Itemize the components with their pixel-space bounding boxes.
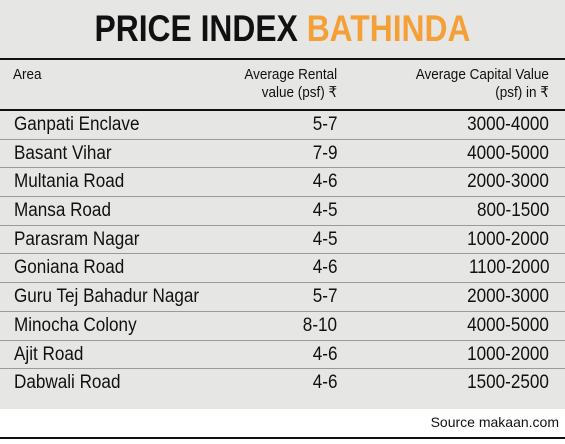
cell-rental: 4-6 bbox=[312, 257, 337, 279]
cell-area: Goniana Road bbox=[14, 257, 125, 279]
table-row: Ajit Road 4-6 1000-2000 bbox=[0, 341, 565, 370]
cell-capital: 2000-3000 bbox=[467, 171, 549, 193]
table-row: Dabwali Road 4-6 1500-2500 bbox=[0, 369, 565, 398]
page-title: PRICE INDEX BATHINDA bbox=[40, 0, 526, 58]
cell-area: Guru Tej Bahadur Nagar bbox=[14, 286, 200, 308]
cell-capital: 3000-4000 bbox=[467, 114, 549, 135]
cell-area: Minocha Colony bbox=[14, 314, 137, 336]
cell-area: Basant Vihar bbox=[14, 142, 112, 164]
table-row: Multania Road 4-6 2000-3000 bbox=[0, 168, 565, 197]
cell-rental: 4-5 bbox=[312, 200, 337, 222]
cell-rental: 4-5 bbox=[312, 228, 337, 250]
table-row: Parasram Nagar 4-5 1000-2000 bbox=[0, 226, 565, 255]
cell-rental: 7-9 bbox=[312, 142, 337, 164]
title-main: PRICE INDEX bbox=[94, 8, 298, 49]
table-body: Ganpati Enclave 5-7 3000-4000 Basant Vih… bbox=[0, 111, 565, 398]
cell-capital: 1100-2000 bbox=[468, 257, 549, 279]
bottom-divider bbox=[0, 437, 565, 439]
price-index-panel: PRICE INDEX BATHINDA Area Average Rental… bbox=[0, 0, 565, 409]
cell-area: Multania Road bbox=[14, 171, 125, 193]
cell-capital: 4000-5000 bbox=[467, 314, 549, 336]
source-credit: Source makaan.com bbox=[430, 414, 559, 430]
table-row: Minocha Colony 8-10 4000-5000 bbox=[0, 312, 565, 341]
header-divider bbox=[0, 109, 565, 111]
cell-capital: 4000-5000 bbox=[467, 142, 549, 164]
column-header-capital: Average Capital Value (psf) in ₹ bbox=[415, 66, 549, 101]
table-row: Goniana Road 4-6 1100-2000 bbox=[0, 254, 565, 283]
cell-rental: 8-10 bbox=[302, 314, 337, 336]
cell-area: Ajit Road bbox=[14, 343, 84, 365]
title-accent: BATHINDA bbox=[306, 8, 471, 49]
cell-area: Ganpati Enclave bbox=[14, 114, 140, 135]
column-header-area: Area bbox=[13, 66, 42, 83]
cell-capital: 1500-2500 bbox=[467, 372, 549, 394]
cell-rental: 5-7 bbox=[312, 286, 337, 308]
table-row: Guru Tej Bahadur Nagar 5-7 2000-3000 bbox=[0, 283, 565, 312]
cell-area: Dabwali Road bbox=[14, 372, 121, 394]
table-row: Basant Vihar 7-9 4000-5000 bbox=[0, 140, 565, 169]
table-row: Mansa Road 4-5 800-1500 bbox=[0, 197, 565, 226]
cell-rental: 4-6 bbox=[312, 343, 337, 365]
table-row: Ganpati Enclave 5-7 3000-4000 bbox=[0, 111, 565, 140]
cell-rental: 4-6 bbox=[312, 372, 337, 394]
cell-rental: 5-7 bbox=[312, 114, 337, 135]
title-divider bbox=[0, 58, 565, 60]
column-header-rental: Average Rental value (psf) ₹ bbox=[244, 66, 337, 101]
cell-capital: 800-1500 bbox=[476, 200, 549, 222]
cell-capital: 1000-2000 bbox=[467, 343, 549, 365]
cell-rental: 4-6 bbox=[312, 171, 337, 193]
cell-area: Mansa Road bbox=[14, 200, 111, 222]
cell-capital: 2000-3000 bbox=[467, 286, 549, 308]
cell-area: Parasram Nagar bbox=[14, 228, 140, 250]
cell-capital: 1000-2000 bbox=[467, 228, 549, 250]
